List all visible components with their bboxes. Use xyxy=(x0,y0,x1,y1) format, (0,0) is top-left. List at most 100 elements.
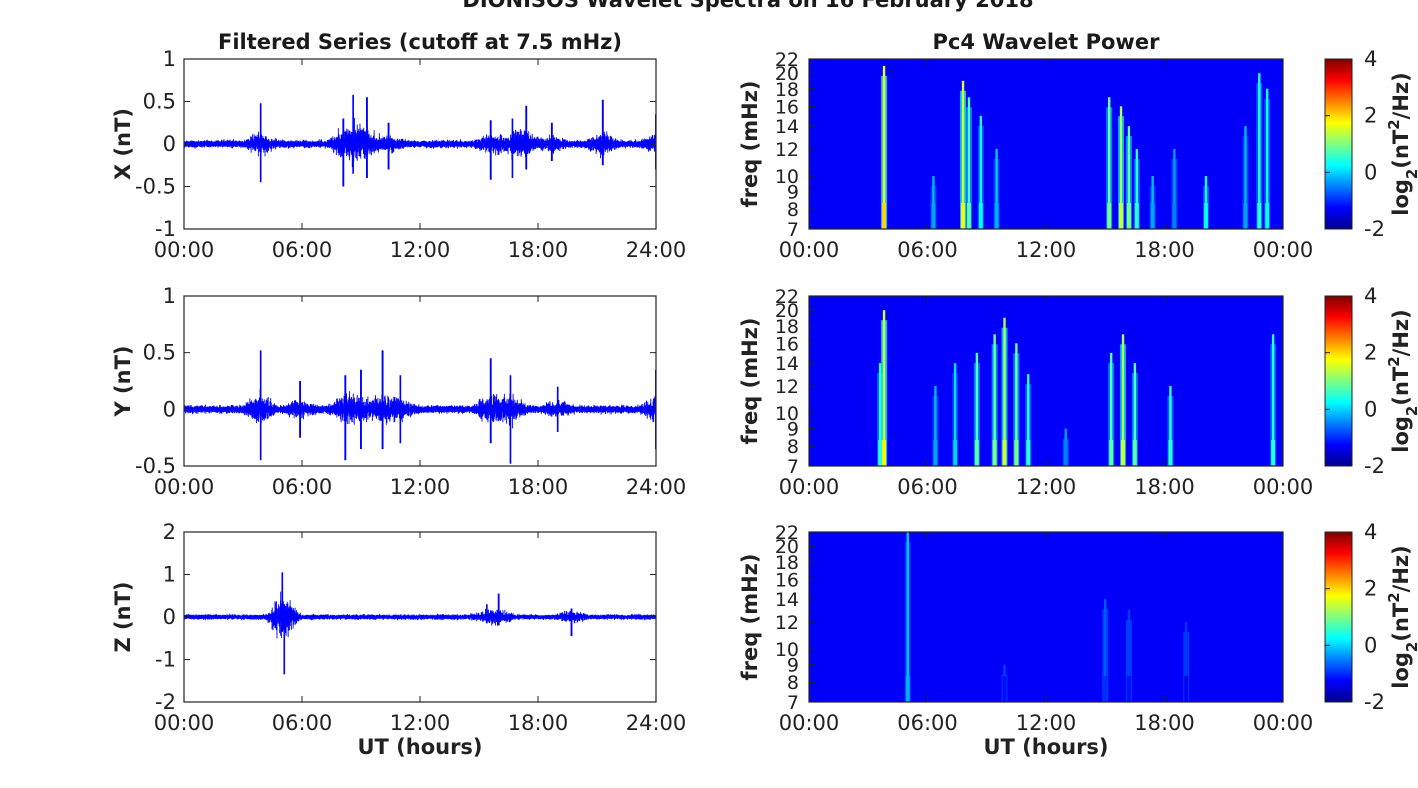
heatmap-burst xyxy=(995,148,998,229)
y-tick-label: 12 xyxy=(775,612,799,634)
colorbar-label-part: (nT xyxy=(1389,129,1413,169)
heatmap-burst xyxy=(1184,676,1189,702)
heatmap-burst xyxy=(974,440,979,466)
x-tick-label: 18:00 xyxy=(1134,711,1195,735)
x-tick-label: 18:00 xyxy=(1134,475,1195,499)
heatmap-burst xyxy=(1126,676,1131,702)
y-axis-label: freq (mHz) xyxy=(738,81,762,208)
colorbar-tick-label: 0 xyxy=(1364,160,1377,184)
x-tick-label: 00:00 xyxy=(154,475,215,499)
colorbar-scale xyxy=(1324,295,1353,467)
x-tick-label: 12:00 xyxy=(390,238,451,262)
colorbar-label-part: 2 xyxy=(1403,169,1418,179)
heatmap-burst xyxy=(1015,343,1018,466)
y-tick-label: 10 xyxy=(775,639,799,661)
heatmap-burst xyxy=(978,203,983,229)
y-tick-label: 16 xyxy=(775,569,799,591)
heatmap-burst xyxy=(1134,203,1139,229)
heatmap-burst xyxy=(1258,73,1261,229)
colorbar-label-part: log xyxy=(1389,179,1413,216)
y-tick-label: 7 xyxy=(787,456,799,478)
heatmap-burst xyxy=(1271,440,1276,466)
y-tick-label: 14 xyxy=(775,353,799,375)
x-axis-label-right: UT (hours) xyxy=(983,735,1108,759)
heatmap-burst xyxy=(1063,440,1068,466)
colorbar-tick-label: 0 xyxy=(1364,397,1377,421)
colorbar-label-part: log xyxy=(1389,652,1413,689)
heatmap-burst xyxy=(934,385,937,466)
y-tick-label: 12 xyxy=(775,139,799,161)
heatmap-burst xyxy=(1103,676,1108,702)
colorbar-2: 420-2log2(nT2/Hz) xyxy=(1324,284,1418,478)
heatmap-burst xyxy=(1109,440,1114,466)
figure-title: DIONISOS Wavelet Spectra on 16 February … xyxy=(462,0,1033,12)
heatmap-burst xyxy=(1203,203,1208,229)
heatmap-burst xyxy=(1014,440,1019,466)
heatmap-burst xyxy=(1243,203,1248,229)
heatmap-burst xyxy=(1150,203,1155,229)
y-tick-label: 18 xyxy=(775,79,799,101)
colorbar-label-part: /Hz) xyxy=(1389,545,1413,592)
y-tick-label: 8 xyxy=(787,436,799,458)
heatmap-burst xyxy=(1172,203,1177,229)
y-axis-label: freq (mHz) xyxy=(738,318,762,445)
y-tick-label: 9 xyxy=(787,655,799,677)
y-tick-label: 7 xyxy=(787,219,799,241)
heatmap-burst xyxy=(1127,610,1131,702)
heatmap-burst xyxy=(1169,385,1172,466)
heatmap-burst xyxy=(992,440,997,466)
y-tick-label: -0.5 xyxy=(135,175,176,199)
y-tick-label: 1 xyxy=(163,47,176,71)
y-axis-label: Y (nT) xyxy=(111,346,135,418)
y-axis-label: freq (mHz) xyxy=(738,554,762,681)
colorbar-label-part: /Hz) xyxy=(1389,72,1413,119)
x-tick-label: 18:00 xyxy=(508,475,569,499)
heatmap-burst xyxy=(1127,126,1131,229)
colorbar-tick-label: -2 xyxy=(1364,454,1385,478)
x-tick-label: 00:00 xyxy=(779,475,840,499)
heatmap-burst xyxy=(1271,334,1275,466)
x-tick-label: 12:00 xyxy=(1016,238,1077,262)
y-tick-label: 9 xyxy=(787,182,799,204)
heatmap-burst xyxy=(905,676,910,702)
y-tick-label: 10 xyxy=(775,166,799,188)
y-tick-label: 20 xyxy=(775,300,799,322)
colorbar-label: log2(nT2/Hz) xyxy=(1385,72,1418,216)
colorbar-3: 420-2log2(nT2/Hz) xyxy=(1324,520,1418,714)
heatmap-burst xyxy=(1003,317,1006,466)
colorbar-label-part: /Hz) xyxy=(1389,309,1413,356)
heatmap-burst xyxy=(1027,374,1030,466)
x-tick-label: 00:00 xyxy=(779,711,840,735)
y-tick-label: 0 xyxy=(163,132,176,156)
x-tick-label: 00:00 xyxy=(1253,711,1314,735)
heatmap-burst xyxy=(1173,148,1176,229)
colorbar-tick-label: -2 xyxy=(1364,217,1385,241)
heatmap-burst xyxy=(882,440,887,466)
heatmap-burst xyxy=(993,334,996,466)
x-tick-label: 18:00 xyxy=(508,711,569,735)
heatmap-burst xyxy=(931,203,936,229)
heatmap-burst xyxy=(932,176,935,229)
heatmap-burst xyxy=(1168,440,1173,466)
y-tick-label: 22 xyxy=(775,286,799,308)
heatmap-burst xyxy=(953,363,957,466)
heatmap-burst xyxy=(1119,203,1124,229)
x-tick-label: 06:00 xyxy=(897,475,958,499)
y-tick-label: 14 xyxy=(775,589,799,611)
x-tick-label: 18:00 xyxy=(508,238,569,262)
y-tick-label: 20 xyxy=(775,536,799,558)
colorbar-label-part: 2 xyxy=(1385,356,1403,366)
y-tick-label: 14 xyxy=(775,116,799,138)
heatmap-background xyxy=(809,59,1283,229)
y-tick-label: 0.5 xyxy=(143,341,176,365)
y-tick-label: 2 xyxy=(163,520,176,544)
colorbar-scale xyxy=(1324,58,1353,230)
heatmap-burst xyxy=(1121,334,1125,466)
y-tick-label: 8 xyxy=(787,199,799,221)
heatmap-burst xyxy=(1119,106,1123,229)
y-tick-label: 9 xyxy=(787,419,799,441)
x-tick-label: 00:00 xyxy=(1253,475,1314,499)
heatmap-burst xyxy=(882,65,886,230)
